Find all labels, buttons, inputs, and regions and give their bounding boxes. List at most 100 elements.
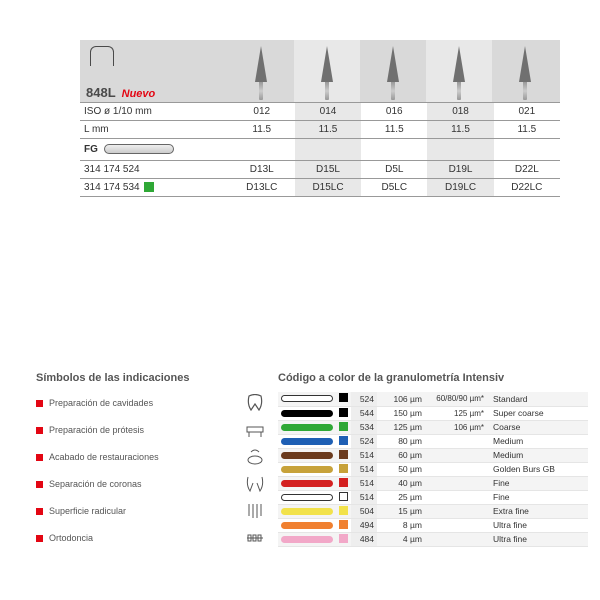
grit-code: 514 — [351, 476, 377, 490]
grit-bar — [278, 476, 336, 490]
grit-micron: 15 µm — [377, 504, 425, 518]
bur-image — [492, 40, 558, 102]
grit-micron: 25 µm — [377, 490, 425, 504]
grit-bar — [278, 504, 336, 518]
ref-val: D15L — [295, 161, 361, 179]
separate-icon — [244, 475, 266, 493]
indication-row: Ortodoncia — [36, 529, 266, 547]
model-cell: 848L Nuevo — [80, 40, 228, 102]
grit-name: Medium — [487, 434, 588, 448]
grit-ext — [425, 532, 487, 546]
ref-val: D22L — [494, 161, 560, 179]
ref1-label: 314 174 524 — [80, 161, 229, 179]
grit-row: 4844 µmUltra fine — [278, 532, 588, 546]
grit-square — [336, 434, 351, 448]
indication-row: Separación de coronas — [36, 475, 266, 493]
nuevo-label: Nuevo — [122, 88, 156, 100]
row-length: L mm 11.5 11.5 11.5 11.5 11.5 — [80, 121, 560, 139]
grit-table: 524106 µm60/80/90 µm*Standard544150 µm12… — [278, 392, 588, 547]
grit-bar — [278, 462, 336, 476]
grit-row: 52480 µmMedium — [278, 434, 588, 448]
len-val: 11.5 — [229, 121, 295, 139]
indication-label: Separación de coronas — [49, 479, 238, 489]
ref2-text: 314 174 534 — [84, 182, 140, 193]
grit-ext — [425, 476, 487, 490]
bur-image — [360, 40, 426, 102]
grit-ext — [425, 490, 487, 504]
indication-row: Preparación de cavidades — [36, 394, 266, 412]
row-ref1: 314 174 524 D13L D15L D5L D19L D22L — [80, 161, 560, 179]
grit-micron: 50 µm — [377, 462, 425, 476]
product-table: 848L Nuevo ISO ø 1/10 mm 012 014 016 018… — [80, 40, 560, 198]
grit-micron: 8 µm — [377, 518, 425, 532]
grit-ext — [425, 504, 487, 518]
red-square-icon — [36, 508, 43, 515]
grit-code: 504 — [351, 504, 377, 518]
iso-val: 021 — [494, 103, 560, 121]
grit-name: Coarse — [487, 420, 588, 434]
len-val: 11.5 — [295, 121, 361, 139]
grit-micron: 125 µm — [377, 420, 425, 434]
grit-micron: 106 µm — [377, 392, 425, 406]
red-square-icon — [36, 427, 43, 434]
bur-image — [228, 40, 294, 102]
polish-icon — [244, 448, 266, 466]
grit-row: 51440 µmFine — [278, 476, 588, 490]
grit-square — [336, 406, 351, 420]
grit-square — [336, 462, 351, 476]
grit-row: 524106 µm60/80/90 µm*Standard — [278, 392, 588, 406]
indication-label: Superficie radicular — [49, 506, 238, 516]
grit-code: 514 — [351, 462, 377, 476]
grit-square — [336, 504, 351, 518]
grit-bar — [278, 434, 336, 448]
len-val: 11.5 — [361, 121, 427, 139]
grit-micron: 80 µm — [377, 434, 425, 448]
ref-val: D19L — [427, 161, 493, 179]
grit-name: Ultra fine — [487, 518, 588, 532]
grit-name: Extra fine — [487, 504, 588, 518]
grit-name: Fine — [487, 476, 588, 490]
iso-label: ISO ø 1/10 mm — [80, 103, 229, 121]
ref-val: D13LC — [229, 179, 295, 197]
bur-image — [294, 40, 360, 102]
bur-image — [426, 40, 492, 102]
spec-table: ISO ø 1/10 mm 012 014 016 018 021 L mm 1… — [80, 102, 560, 198]
grit-code: 484 — [351, 532, 377, 546]
tooth-icon — [244, 394, 266, 412]
grit-ext — [425, 462, 487, 476]
grit-ext: 60/80/90 µm* — [425, 392, 487, 406]
len-val: 11.5 — [494, 121, 560, 139]
grit-name: Fine — [487, 490, 588, 504]
grit-micron: 150 µm — [377, 406, 425, 420]
indication-row: Superficie radicular — [36, 502, 266, 520]
model-label: 848L — [86, 85, 116, 100]
ref-val: D15LC — [295, 179, 361, 197]
grit-ext: 106 µm* — [425, 420, 487, 434]
ref-val: D5LC — [361, 179, 427, 197]
grit-row: 51450 µmGolden Burs GB — [278, 462, 588, 476]
indication-label: Ortodoncia — [49, 533, 238, 543]
grit-name: Super coarse — [487, 406, 588, 420]
grit-square — [336, 490, 351, 504]
grit-square — [336, 448, 351, 462]
red-square-icon — [36, 481, 43, 488]
grit-bar — [278, 406, 336, 420]
grit-color-square — [144, 182, 154, 192]
len-val: 11.5 — [427, 121, 493, 139]
grit-code: 534 — [351, 420, 377, 434]
grit-ext — [425, 518, 487, 532]
fg-label: FG — [80, 139, 229, 161]
grit-row: 50415 µm Extra fine — [278, 504, 588, 518]
grit-code: 524 — [351, 392, 377, 406]
len-label: L mm — [80, 121, 229, 139]
grit-code: 544 — [351, 406, 377, 420]
indication-row: Acabado de restauraciones — [36, 448, 266, 466]
fg-text: FG — [84, 144, 98, 155]
indication-label: Preparación de prótesis — [49, 425, 238, 435]
row-ref2: 314 174 534 D13LC D15LC D5LC D19LC D22LC — [80, 179, 560, 197]
grit-bar — [278, 518, 336, 532]
indication-row: Preparación de prótesis — [36, 421, 266, 439]
grit-row: 51425 µmFine — [278, 490, 588, 504]
row-iso: ISO ø 1/10 mm 012 014 016 018 021 — [80, 103, 560, 121]
ref-val: D13L — [229, 161, 295, 179]
